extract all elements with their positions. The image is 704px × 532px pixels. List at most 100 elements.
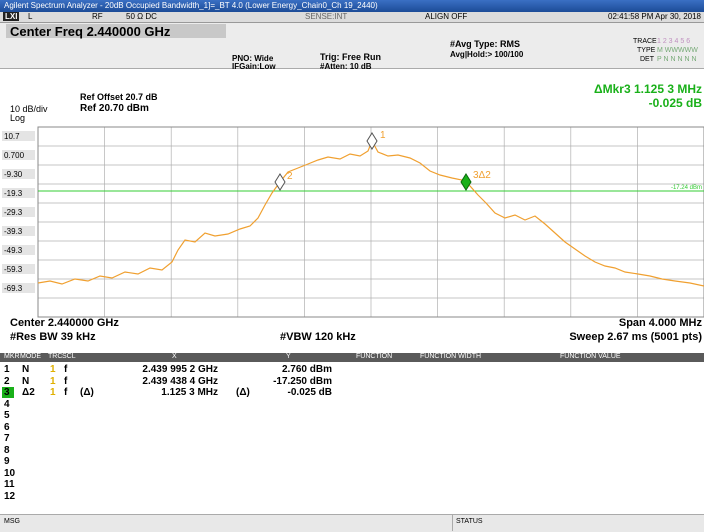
cell-mkr: 12 bbox=[4, 490, 16, 502]
cell-trc: 1 bbox=[50, 387, 56, 398]
active-marker-bg bbox=[2, 387, 14, 398]
display-line-label: -17.24 dBm bbox=[671, 185, 702, 191]
header-scl: SCL bbox=[62, 353, 76, 360]
align: ALIGN OFF bbox=[425, 12, 468, 21]
cell-scl: f bbox=[64, 364, 68, 375]
cell-trc: 1 bbox=[50, 375, 56, 387]
scale: 10 dB/div bbox=[10, 104, 48, 114]
cell-mkr: 7 bbox=[4, 433, 10, 444]
cell-mkr: 8 bbox=[4, 444, 10, 456]
det-label: DET bbox=[640, 56, 654, 63]
header-function-value: FUNCTION VALUE bbox=[560, 353, 621, 360]
cell-mkr: 4 bbox=[4, 398, 10, 410]
input: RF bbox=[92, 12, 103, 21]
graph-border bbox=[37, 126, 704, 318]
graph: 10.7 0.700 -9.30 -19.3 -29.3 -39.3 -49.3 -59.3 -… bbox=[2, 126, 704, 318]
log: Log bbox=[10, 113, 26, 123]
cell-y: 2.760 dBm bbox=[281, 364, 332, 375]
title-text: Agilent Spectrum Analyzer - 20dB Occupie… bbox=[4, 1, 378, 10]
mode: L bbox=[28, 12, 33, 21]
sweep: Sweep 2.67 ms (5001 pts) bbox=[569, 331, 702, 343]
trig: Trig: Free Run bbox=[320, 52, 382, 62]
y-label-bg bbox=[2, 264, 35, 274]
delta-value: -0.025 dB bbox=[648, 96, 702, 110]
header-function-width: FUNCTION WIDTH bbox=[420, 353, 482, 360]
y-label: -19.3 bbox=[4, 189, 23, 198]
center-freq-box bbox=[6, 24, 226, 38]
table-header bbox=[0, 353, 704, 362]
cell-mkr: 11 bbox=[4, 479, 15, 490]
cell-mkr: 3 bbox=[4, 387, 10, 398]
center-freq: Center Freq 2.440000 GHz bbox=[10, 24, 171, 39]
cell-x-fn: (Δ) bbox=[80, 387, 94, 398]
type-values: M WWWWW bbox=[657, 47, 698, 54]
y-label: -69.3 bbox=[4, 284, 23, 293]
cell-y: -17.250 dBm bbox=[273, 375, 332, 387]
coupling: 50 Ω DC bbox=[126, 12, 157, 21]
grid: 10.7 0.700 -9.30 -19.3 -29.3 -39.3 -49.3 -59.3 -… bbox=[2, 126, 704, 318]
atten: #Atten: 10 dB bbox=[320, 62, 372, 71]
lxi: LXI bbox=[3, 12, 20, 21]
status: STATUS bbox=[456, 518, 483, 525]
header-y: Y bbox=[286, 353, 291, 360]
pno: PNO: Wide bbox=[232, 54, 274, 63]
cell-trc: 1 bbox=[50, 364, 56, 375]
y-label: -29.3 bbox=[4, 208, 23, 217]
ref-offset: Ref Offset 20.7 dB bbox=[80, 92, 158, 102]
header-function: FUNCTION bbox=[356, 353, 393, 360]
y-label-bg bbox=[2, 207, 35, 217]
cell-mode: Δ2 bbox=[22, 387, 35, 398]
y-label: -9.30 bbox=[4, 170, 23, 179]
center: Center 2.440000 GHz bbox=[10, 317, 119, 329]
marker-3-label: 3Δ2 bbox=[473, 170, 491, 181]
y-label-bg bbox=[2, 131, 35, 141]
y-label-bg bbox=[2, 169, 35, 179]
cell-mode: N bbox=[22, 375, 30, 387]
y-label: -39.3 bbox=[4, 227, 23, 236]
marker-2 bbox=[274, 173, 286, 191]
vbw: #VBW 120 kHz bbox=[280, 331, 356, 343]
header-mode: MODE bbox=[20, 353, 41, 360]
msg: MSG bbox=[4, 518, 20, 525]
cell-mkr: 9 bbox=[4, 456, 10, 467]
marker-1 bbox=[366, 132, 378, 150]
span: Span 4.000 MHz bbox=[618, 317, 702, 329]
delta-marker: ΔMkr3 1.125 3 MHz bbox=[593, 82, 702, 96]
title-bar bbox=[0, 0, 704, 12]
cell-x: 2.439 995 2 GHz bbox=[142, 364, 218, 375]
marker-table: MKR MODE TRC SCL X Y FUNCTION FUNCTION WIDTH FUN… bbox=[0, 353, 704, 513]
res-bw: #Res BW 39 kHz bbox=[10, 331, 96, 343]
marker-3 bbox=[460, 173, 472, 191]
status-divider bbox=[452, 514, 453, 531]
y-label-bg bbox=[2, 283, 35, 293]
cell-mkr: 6 bbox=[4, 421, 10, 433]
cell-y-fn: (Δ) bbox=[236, 387, 250, 398]
y-label: 0.700 bbox=[4, 151, 25, 160]
cell-mkr: 10 bbox=[4, 467, 16, 479]
cell-scl: f bbox=[64, 387, 68, 398]
cell-mkr: 2 bbox=[4, 375, 10, 387]
cell-scl: f bbox=[64, 375, 68, 387]
cell-x: 2.439 438 4 GHz bbox=[142, 375, 218, 387]
trace-label: TRACE bbox=[633, 38, 657, 45]
y-label: -59.3 bbox=[4, 265, 23, 274]
status-bar bbox=[0, 514, 704, 532]
cell-mkr: 5 bbox=[4, 410, 10, 421]
header-trc: TRC bbox=[48, 353, 63, 360]
marker-2-label: 2 bbox=[287, 171, 293, 182]
avg-hold: Avg|Hold:> 100/100 bbox=[450, 50, 524, 59]
cell-y: -0.025 dB bbox=[287, 387, 332, 398]
y-label: 10.7 bbox=[4, 132, 20, 141]
cell-mkr: 1 bbox=[4, 364, 10, 375]
y-label: -49.3 bbox=[4, 246, 23, 255]
det-values: P N N N N N bbox=[657, 56, 697, 63]
y-label-bg bbox=[2, 188, 35, 198]
header-mkr: MKR bbox=[4, 353, 20, 360]
y-label-bg bbox=[2, 150, 35, 160]
sense: SENSE:INT bbox=[305, 12, 348, 21]
header-x: X bbox=[172, 353, 177, 360]
ifgain: IFGain:Low bbox=[232, 62, 276, 71]
ref-level: Ref 20.70 dBm bbox=[80, 103, 149, 114]
avg-type: #Avg Type: RMS bbox=[450, 39, 521, 49]
cell-x: 1.125 3 MHz bbox=[161, 387, 218, 398]
